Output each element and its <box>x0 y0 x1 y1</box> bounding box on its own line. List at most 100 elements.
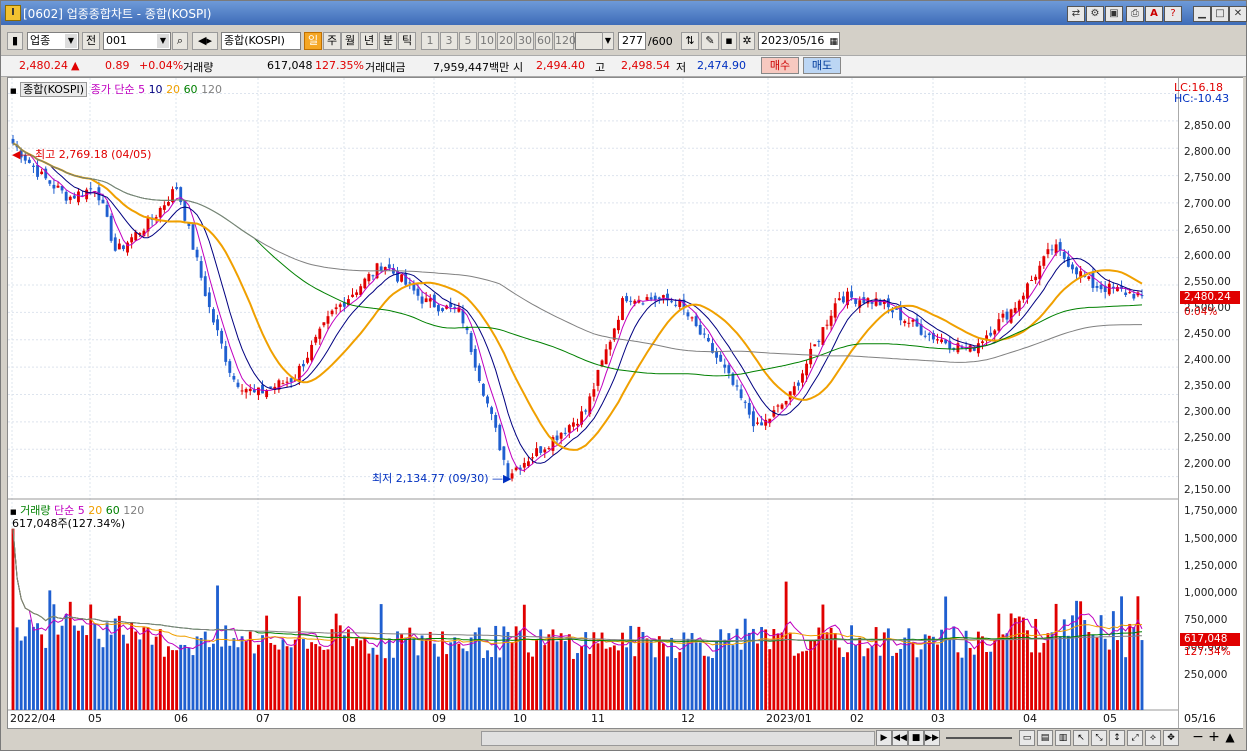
candle-body <box>1058 242 1062 251</box>
zoom-in-icon[interactable]: + <box>1208 729 1220 745</box>
buy-button[interactable]: 매수 <box>761 57 799 74</box>
chart-type-icon[interactable]: ▮ <box>7 32 23 50</box>
volume-legend-name[interactable]: 거래량 <box>20 504 51 517</box>
forward-icon[interactable]: ▶▶ <box>924 730 940 746</box>
view2-icon[interactable]: ▤ <box>1037 730 1053 746</box>
settings-icon[interactable]: ⚙ <box>1086 6 1104 22</box>
ma20-legend: 20 <box>166 83 181 96</box>
period-button-5[interactable]: 틱 <box>398 32 416 50</box>
interval-button-6[interactable]: 60 <box>535 32 553 50</box>
tools-icon[interactable]: ✎ <box>701 32 719 50</box>
volume-bar <box>1095 637 1099 710</box>
calendar-icon[interactable]: ▦ <box>829 37 838 47</box>
volume-bar <box>735 628 739 710</box>
zoom-slider[interactable] <box>946 737 1012 739</box>
gear-icon[interactable]: ✲ <box>739 32 755 50</box>
count-input[interactable]: 277 <box>618 32 646 50</box>
interval-button-7[interactable]: 120 <box>554 32 576 50</box>
candle-body <box>428 298 432 302</box>
candle-body <box>367 274 371 282</box>
candle-body <box>1075 267 1078 275</box>
close-button[interactable]: ✕ <box>1229 6 1247 22</box>
zoom-out-icon[interactable]: − <box>1192 729 1204 745</box>
sell-button[interactable]: 매도 <box>803 57 841 74</box>
volume-bar <box>52 604 56 710</box>
candle-body <box>633 300 637 304</box>
stop-icon[interactable]: ■ <box>908 730 924 746</box>
font-icon[interactable]: A <box>1145 6 1163 22</box>
candle-body <box>948 340 952 349</box>
interval-button-0[interactable]: 1 <box>421 32 439 50</box>
code-input[interactable]: 001 ▼ <box>103 32 171 50</box>
search-icon[interactable]: ⌕ <box>172 32 188 50</box>
period-button-2[interactable]: 월 <box>341 32 359 50</box>
price-y-tick: 2,800.00 <box>1184 146 1231 158</box>
view7-icon[interactable]: ⤢ <box>1127 730 1143 746</box>
candle-body <box>314 336 318 343</box>
volume-bar <box>461 648 465 710</box>
view1-icon[interactable]: ▭ <box>1019 730 1035 746</box>
candle-body <box>874 298 878 306</box>
view6-icon[interactable]: ↕ <box>1109 730 1125 746</box>
date-input[interactable]: 2023/05/16 ▦ <box>758 32 840 50</box>
volume-bar <box>854 644 858 710</box>
view8-icon[interactable]: ⟡ <box>1145 730 1161 746</box>
view3-icon[interactable]: ▥ <box>1055 730 1071 746</box>
link-icon[interactable]: ⇄ <box>1067 6 1085 22</box>
low-value: 2,474.90 <box>697 59 746 72</box>
volume-bar <box>387 638 391 710</box>
help-icon[interactable]: ? <box>1164 6 1182 22</box>
refresh-icon[interactable]: ⇅ <box>681 32 699 50</box>
minimize-button[interactable]: ▁ <box>1193 6 1211 22</box>
play-icon[interactable]: ▶ <box>876 730 892 746</box>
interval-button-4[interactable]: 20 <box>497 32 515 50</box>
volume-bar <box>330 629 334 710</box>
candle-body <box>1107 283 1111 295</box>
chart-svg[interactable] <box>8 78 1178 728</box>
volume-bar <box>706 656 710 710</box>
volume-bar <box>850 625 853 710</box>
candle-body <box>494 415 498 428</box>
rewind-icon[interactable]: ◀◀ <box>892 730 908 746</box>
candle-body <box>751 411 755 427</box>
interval-button-5[interactable]: 30 <box>516 32 534 50</box>
scroll-track[interactable] <box>481 731 875 746</box>
chart-area[interactable]: 2,850.00 2,800.00 2,750.00 2,700.00 2,650.00… <box>7 77 1243 729</box>
view5-icon[interactable]: ⤡ <box>1091 730 1107 746</box>
candle-body <box>1103 285 1107 292</box>
volume-bar <box>167 646 170 710</box>
candle-body <box>596 369 600 386</box>
volume-bar <box>1079 601 1083 710</box>
price-y-tick: 2,600.00 <box>1184 250 1231 262</box>
candle-body <box>232 376 236 380</box>
volume-bar <box>150 644 154 710</box>
interval-button-1[interactable]: 3 <box>440 32 458 50</box>
candle-body <box>27 159 31 163</box>
print-icon[interactable]: ⎙ <box>1126 6 1144 22</box>
chevron-down-icon[interactable]: ▼ <box>157 34 169 48</box>
candle-body <box>101 199 105 204</box>
ma5-legend: 5 <box>138 83 146 96</box>
pointer-icon[interactable]: ▲ <box>1225 730 1235 744</box>
volume-bar <box>1136 596 1140 710</box>
chevron-down-icon[interactable]: ▼ <box>602 32 614 50</box>
candle-body <box>105 204 109 217</box>
prev-button[interactable]: 전 <box>82 32 100 50</box>
period-button-1[interactable]: 주 <box>323 32 341 50</box>
period-button-3[interactable]: 년 <box>360 32 378 50</box>
x-tick: 11 <box>591 712 605 725</box>
save-icon[interactable]: ▪ <box>721 32 737 50</box>
period-button-4[interactable]: 분 <box>379 32 397 50</box>
chevron-down-icon[interactable]: ▼ <box>65 34 77 48</box>
speaker-icon[interactable]: ◀▸ <box>192 32 218 50</box>
volume-bar <box>412 638 416 710</box>
price-legend-name[interactable]: 종합(KOSPI) <box>20 82 88 97</box>
market-select[interactable]: 업종 ▼ <box>27 32 79 50</box>
maximize-button[interactable]: □ <box>1211 6 1229 22</box>
period-button-0[interactable]: 일 <box>304 32 322 50</box>
interval-button-3[interactable]: 10 <box>478 32 496 50</box>
copy-icon[interactable]: ▣ <box>1105 6 1123 22</box>
interval-button-2[interactable]: 5 <box>459 32 477 50</box>
view4-icon[interactable]: ↖ <box>1073 730 1089 746</box>
view9-icon[interactable]: ✥ <box>1163 730 1179 746</box>
